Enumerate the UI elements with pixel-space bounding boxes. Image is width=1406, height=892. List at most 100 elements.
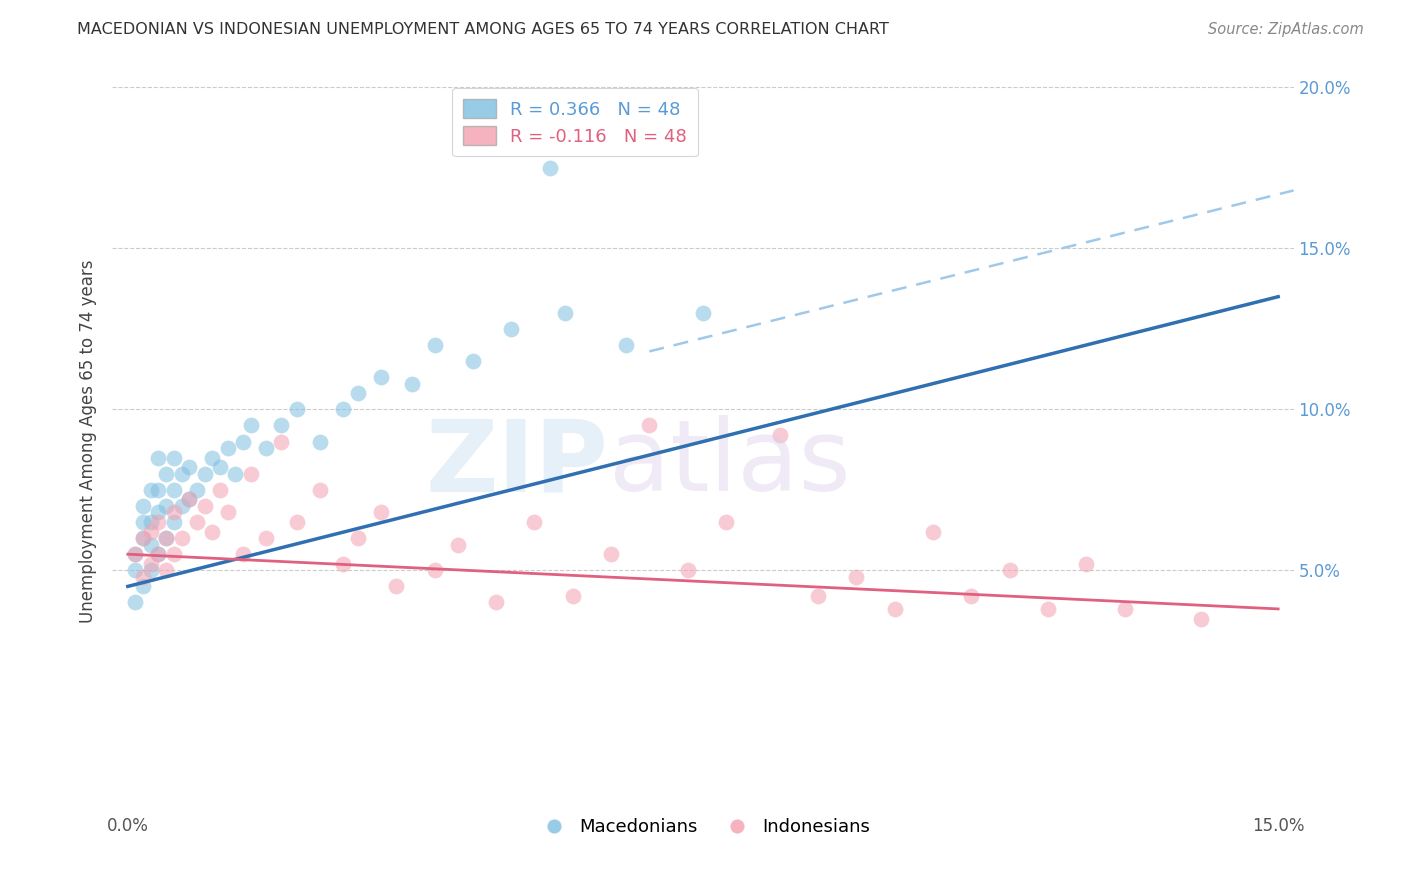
Point bbox=[201, 450, 224, 465]
Point bbox=[423, 563, 446, 577]
Point bbox=[155, 531, 177, 545]
Point bbox=[186, 483, 208, 497]
Point bbox=[155, 467, 177, 481]
Point bbox=[170, 467, 193, 481]
Point bbox=[139, 537, 162, 551]
Point bbox=[155, 499, 177, 513]
Point bbox=[139, 524, 162, 539]
Text: atlas: atlas bbox=[609, 416, 851, 512]
Point bbox=[370, 505, 392, 519]
Point bbox=[614, 338, 637, 352]
Point bbox=[217, 505, 239, 519]
Point bbox=[163, 505, 186, 519]
Point bbox=[208, 483, 231, 497]
Point bbox=[148, 547, 170, 561]
Point bbox=[883, 602, 905, 616]
Point bbox=[148, 515, 170, 529]
Point bbox=[692, 306, 714, 320]
Point bbox=[132, 531, 155, 545]
Point bbox=[638, 418, 661, 433]
Point bbox=[845, 570, 868, 584]
Point bbox=[163, 483, 186, 497]
Point bbox=[270, 434, 292, 449]
Point bbox=[217, 441, 239, 455]
Point bbox=[554, 306, 576, 320]
Point bbox=[960, 589, 983, 603]
Point bbox=[423, 338, 446, 352]
Text: Source: ZipAtlas.com: Source: ZipAtlas.com bbox=[1208, 22, 1364, 37]
Point bbox=[139, 483, 162, 497]
Point bbox=[714, 515, 737, 529]
Point bbox=[1036, 602, 1059, 616]
Point bbox=[179, 492, 201, 507]
Point bbox=[347, 531, 370, 545]
Point bbox=[1114, 602, 1136, 616]
Point bbox=[254, 531, 277, 545]
Point bbox=[193, 467, 215, 481]
Point bbox=[370, 370, 392, 384]
Point bbox=[163, 515, 186, 529]
Point bbox=[208, 460, 231, 475]
Point bbox=[124, 595, 146, 609]
Point bbox=[163, 450, 186, 465]
Text: MACEDONIAN VS INDONESIAN UNEMPLOYMENT AMONG AGES 65 TO 74 YEARS CORRELATION CHAR: MACEDONIAN VS INDONESIAN UNEMPLOYMENT AM… bbox=[77, 22, 889, 37]
Point bbox=[285, 515, 308, 529]
Point bbox=[347, 386, 370, 401]
Point bbox=[461, 354, 484, 368]
Point bbox=[401, 376, 423, 391]
Point bbox=[139, 563, 162, 577]
Point bbox=[600, 547, 623, 561]
Point bbox=[485, 595, 508, 609]
Point bbox=[1191, 611, 1213, 625]
Point bbox=[179, 492, 201, 507]
Point bbox=[155, 531, 177, 545]
Point bbox=[124, 563, 146, 577]
Point bbox=[239, 418, 262, 433]
Point bbox=[179, 460, 201, 475]
Point bbox=[922, 524, 945, 539]
Point bbox=[523, 515, 546, 529]
Point bbox=[148, 483, 170, 497]
Point bbox=[308, 434, 330, 449]
Point bbox=[139, 515, 162, 529]
Point bbox=[170, 531, 193, 545]
Point bbox=[332, 402, 354, 417]
Point bbox=[201, 524, 224, 539]
Point bbox=[239, 467, 262, 481]
Point bbox=[124, 547, 146, 561]
Legend: Macedonians, Indonesians: Macedonians, Indonesians bbox=[529, 811, 877, 844]
Point bbox=[132, 579, 155, 593]
Point bbox=[186, 515, 208, 529]
Point bbox=[538, 161, 561, 175]
Point bbox=[676, 563, 699, 577]
Point bbox=[132, 499, 155, 513]
Point bbox=[124, 547, 146, 561]
Point bbox=[998, 563, 1021, 577]
Point bbox=[193, 499, 215, 513]
Point bbox=[1076, 557, 1098, 571]
Point bbox=[132, 515, 155, 529]
Point bbox=[561, 589, 583, 603]
Point bbox=[148, 505, 170, 519]
Point bbox=[132, 570, 155, 584]
Point bbox=[807, 589, 830, 603]
Point bbox=[163, 547, 186, 561]
Point bbox=[385, 579, 408, 593]
Point bbox=[139, 557, 162, 571]
Point bbox=[332, 557, 354, 571]
Text: ZIP: ZIP bbox=[426, 416, 609, 512]
Point bbox=[285, 402, 308, 417]
Point bbox=[308, 483, 330, 497]
Point bbox=[446, 537, 468, 551]
Point bbox=[501, 322, 523, 336]
Point bbox=[232, 547, 254, 561]
Point bbox=[170, 499, 193, 513]
Point bbox=[270, 418, 292, 433]
Point bbox=[148, 547, 170, 561]
Point bbox=[769, 428, 792, 442]
Point bbox=[155, 563, 177, 577]
Y-axis label: Unemployment Among Ages 65 to 74 years: Unemployment Among Ages 65 to 74 years bbox=[79, 260, 97, 624]
Point bbox=[232, 434, 254, 449]
Point bbox=[132, 531, 155, 545]
Point bbox=[254, 441, 277, 455]
